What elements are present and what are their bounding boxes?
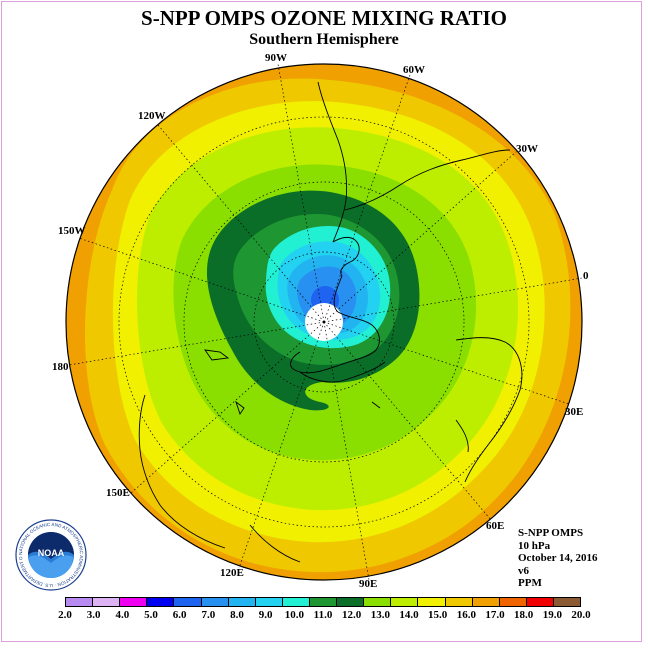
lon-label-150e: 150E <box>106 487 130 499</box>
colorbar-swatch <box>445 598 473 606</box>
colorbar-swatch <box>472 598 500 606</box>
colorbar-swatch <box>228 598 256 606</box>
colorbar-tick-label: 10.0 <box>284 609 304 621</box>
lon-label-120w: 120W <box>138 110 166 122</box>
colorbar-swatch <box>391 598 419 606</box>
colorbar-tick-label: 14.0 <box>399 609 419 621</box>
map-edge <box>65 63 583 581</box>
colorbar-swatch <box>255 598 283 606</box>
lon-label-30w: 30W <box>516 143 538 155</box>
lon-label-90e: 90E <box>359 578 377 590</box>
colorbar-tick-label: 20.0 <box>571 609 591 621</box>
colorbar-swatch <box>418 598 446 606</box>
colorbar-swatch <box>120 598 148 606</box>
colorbar-ticks: 2.0 3.0 4.0 5.0 6.0 7.0 8.0 9.0 10.0 11.0 12.0 13.0… <box>58 609 591 623</box>
ozone-field <box>66 64 582 580</box>
svg-text:NOAA: NOAA <box>38 548 65 558</box>
colorbar-tick-label: 5.0 <box>144 609 158 621</box>
info-date: October 14, 2016 <box>518 552 598 564</box>
colorbar-swatch <box>526 598 554 606</box>
lon-label-150w: 150W <box>58 225 86 237</box>
colorbar-swatch <box>66 598 94 606</box>
info-units: PPM <box>518 577 542 589</box>
colorbar-tick-label: 4.0 <box>115 609 130 621</box>
colorbar-tick-label: 19.0 <box>542 609 562 621</box>
lon-label-180: 180 <box>52 361 69 373</box>
colorbar-tick-label: 6.0 <box>172 609 187 621</box>
graticule <box>68 63 583 581</box>
colorbar-swatch <box>553 598 581 606</box>
colorbar-tick-label: 11.0 <box>313 609 333 621</box>
page-title: S-NPP OMPS OZONE MIXING RATIO <box>141 6 507 30</box>
colorbar-tick-label: 2.0 <box>58 609 72 621</box>
lon-label-120e: 120E <box>220 567 244 579</box>
colorbar-tick-label: 16.0 <box>456 609 476 621</box>
colorbar-tick-label: 13.0 <box>370 609 390 621</box>
page-subtitle: Southern Hemisphere <box>249 31 399 48</box>
colorbar-swatch <box>174 598 202 606</box>
info-version: v6 <box>518 564 529 577</box>
colorbar-swatch <box>282 598 310 606</box>
info-level: 10 hPa <box>518 539 551 552</box>
lon-label-0: 0 <box>583 270 589 282</box>
lon-label-90w: 90W <box>265 52 287 64</box>
colorbar-tick-label: 7.0 <box>201 609 216 621</box>
colorbar-tick-label: 3.0 <box>86 609 101 621</box>
colorbar-tick-label: 18.0 <box>514 609 534 621</box>
colorbar-swatch <box>147 598 175 606</box>
colorbar-swatch <box>309 598 338 606</box>
page-frame <box>1 1 642 642</box>
info-block: S-NPP OMPS 10 hPa October 14, 2016 v6 PP… <box>518 527 598 590</box>
colorbar-tick-label: 9.0 <box>258 609 273 621</box>
pole-dots <box>322 320 326 324</box>
colorbar-tick-label: 12.0 <box>342 609 362 621</box>
colorbar-tick-label: 15.0 <box>428 609 448 621</box>
colorbar <box>65 597 581 607</box>
lon-label-60e: 60E <box>486 520 504 532</box>
lon-label-60w: 60W <box>403 64 425 76</box>
noaa-logo: NATIONAL OCEANIC AND ATMOSPHERIC ADMINIS… <box>15 519 87 591</box>
colorbar-swatch <box>201 598 229 606</box>
lon-label-30e: 30E <box>565 406 583 418</box>
colorbar-swatch <box>499 598 527 606</box>
colorbar-swatch <box>337 598 365 606</box>
colorbar-tick-label: 8.0 <box>230 609 244 621</box>
coastlines <box>138 81 523 563</box>
colorbar-tick-label: 17.0 <box>485 609 505 621</box>
colorbar-swatch <box>364 598 392 606</box>
info-instrument: S-NPP OMPS <box>518 527 584 539</box>
colorbar-swatch <box>93 598 121 606</box>
